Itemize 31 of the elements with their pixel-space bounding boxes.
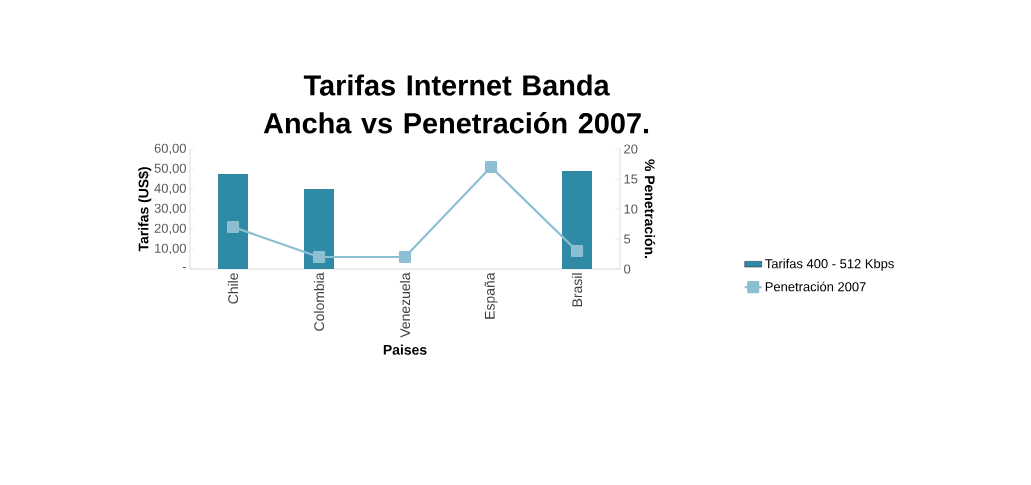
y-tick-label: 20,00 [154,223,186,235]
x-tick-label: Brasil [571,273,583,307]
point [312,250,326,264]
point [226,220,240,234]
y-tick-label: 50,00 [154,163,186,175]
y-tick-label: 60,00 [154,143,186,155]
y-tick-label: 30,00 [154,203,186,215]
y-tick-label: 40,00 [154,183,186,195]
y2-tick-label: 10 [624,204,638,214]
y-axis-title: Tarifas (US$) [137,167,152,252]
y2-axis-title: % Penetración. [644,159,656,259]
y2-tick-label: 5 [624,234,631,244]
legend-label: Penetración 2007 [765,281,866,292]
point [398,250,412,264]
x-tick-label: Venezuela [399,272,411,338]
chart-title: Tarifas Internet Banda Ancha vs Penetración 2007. [263,74,649,134]
y2-tick-label: 20 [624,144,638,154]
x-axis-title: Paises [383,344,427,355]
y2-tick-label: 15 [624,174,638,184]
x-tick-label: España [484,272,498,319]
bar [562,171,592,269]
y2-tick-label: 0 [624,264,631,274]
legend-label: Tarifas 400 - 512 Kbps [765,258,894,271]
point [570,244,584,258]
y-tick-label: 10,00 [155,243,186,255]
bar [304,189,334,269]
point [484,160,498,174]
bar [218,174,248,269]
y-tick-label: - [182,267,186,269]
x-tick-label: Chile [227,273,239,304]
x-tick-label: Colombia [313,272,325,331]
